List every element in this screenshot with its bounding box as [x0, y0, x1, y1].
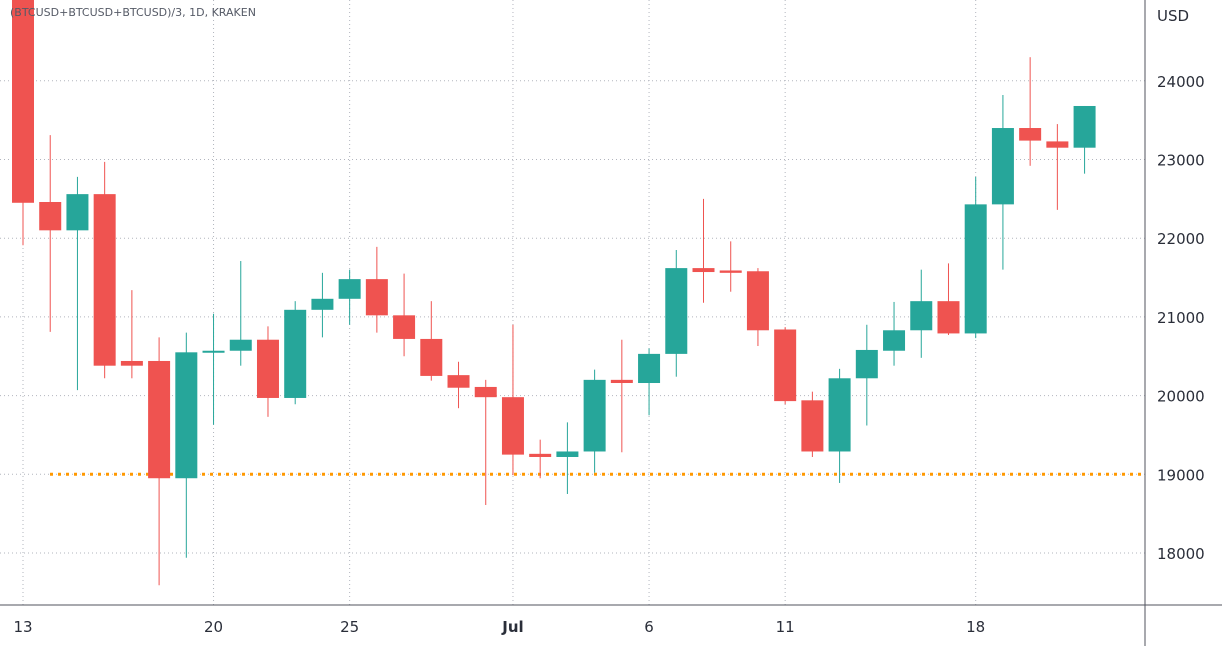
candle-body: [229, 339, 252, 351]
candle-body: [447, 375, 470, 388]
y-tick-label: 23000: [1157, 152, 1205, 170]
candle-body: [937, 301, 960, 334]
candle-body: [175, 352, 198, 479]
y-tick-label: 24000: [1157, 73, 1205, 91]
candle-body: [39, 201, 62, 231]
candle-body: [420, 338, 443, 376]
candle-body: [964, 204, 987, 334]
candle-body: [311, 298, 334, 310]
x-tick-label: 20: [204, 618, 223, 636]
candle-body: [202, 350, 225, 353]
y-tick-label: 21000: [1157, 309, 1205, 327]
candle-body: [66, 194, 89, 231]
y-axis-unit: USD: [1157, 7, 1190, 25]
candle-body: [365, 279, 388, 316]
candle-body: [991, 128, 1014, 205]
candle-body: [393, 315, 416, 339]
candle-body: [120, 360, 143, 366]
candle-body: [501, 397, 524, 455]
candle-body: [774, 329, 797, 402]
candle-body: [719, 270, 742, 273]
candle-body: [828, 378, 851, 452]
candle-body: [256, 339, 279, 398]
candle-body: [1019, 128, 1042, 141]
x-tick-label: 11: [776, 618, 795, 636]
x-tick-label: 6: [644, 618, 654, 636]
candle-body: [638, 353, 661, 384]
y-tick-label: 20000: [1157, 388, 1205, 406]
candle-body: [583, 379, 606, 452]
candle-body: [338, 279, 361, 299]
x-tick-label: Jul: [501, 618, 523, 636]
candle-body: [665, 268, 688, 354]
candle-body: [692, 268, 715, 273]
candle-body: [1073, 105, 1096, 148]
candle-body: [284, 309, 307, 398]
candle-body: [474, 386, 497, 398]
candle-body: [855, 349, 878, 379]
candle-body: [529, 453, 552, 457]
candle-body: [93, 194, 116, 366]
candle-body: [556, 451, 579, 457]
x-tick-label: 18: [966, 618, 985, 636]
candle-body: [1046, 141, 1069, 148]
candle-body: [12, 0, 34, 203]
candle-body: [746, 271, 769, 331]
chart-title: (BTCUSD+BTCUSD+BTCUSD)/3, 1D, KRAKEN: [10, 6, 256, 19]
x-tick-label: 25: [340, 618, 359, 636]
candle-body: [883, 330, 906, 351]
y-tick-label: 18000: [1157, 545, 1205, 563]
candle-body: [610, 379, 633, 384]
candle-body: [910, 301, 933, 331]
candle-body: [801, 400, 824, 452]
x-tick-label: 13: [13, 618, 32, 636]
candle-body: [148, 360, 171, 479]
y-tick-label: 19000: [1157, 466, 1205, 484]
y-tick-label: 22000: [1157, 230, 1205, 248]
